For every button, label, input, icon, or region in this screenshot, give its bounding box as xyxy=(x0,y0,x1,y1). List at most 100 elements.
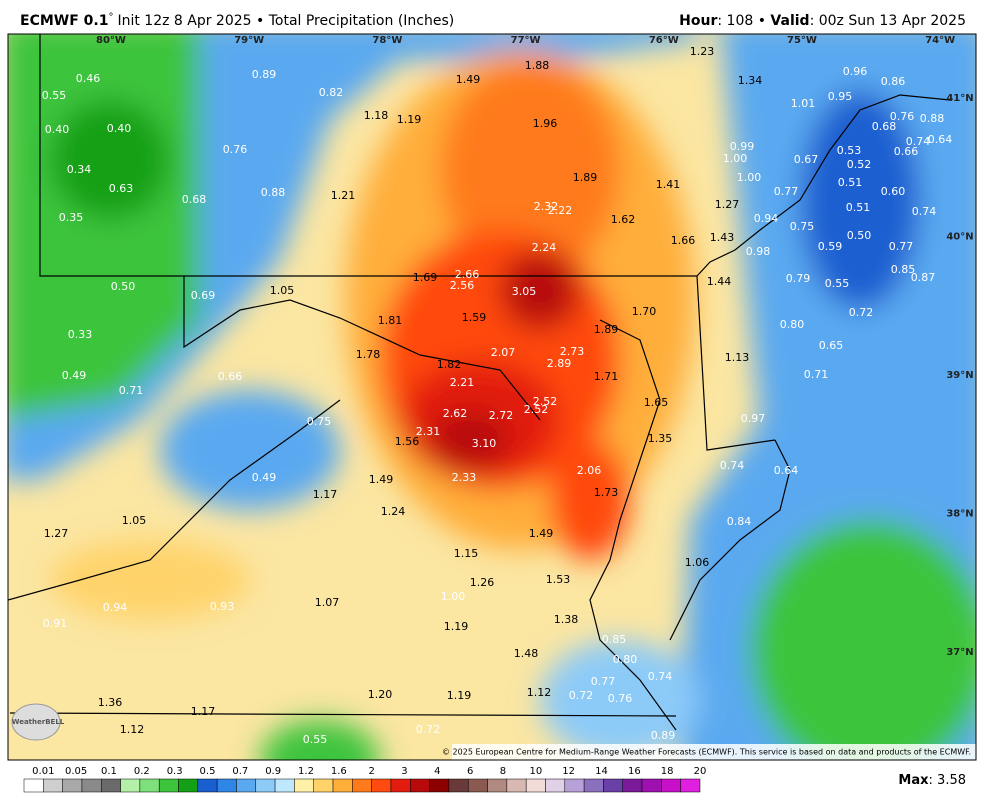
precip-value: 2.62 xyxy=(443,407,468,420)
precip-value: 1.38 xyxy=(554,613,579,626)
precip-value: 0.63 xyxy=(109,182,134,195)
longitude-label: 74°W xyxy=(925,35,955,46)
latitude-label: 37°N xyxy=(946,647,973,658)
legend-label: 0.01 xyxy=(32,766,54,777)
precip-value: 0.87 xyxy=(911,271,936,284)
legend-label: 0.3 xyxy=(167,766,183,777)
latitude-label: 41°N xyxy=(946,93,973,104)
precip-value: 1.17 xyxy=(313,488,338,501)
legend-label: 8 xyxy=(500,766,506,777)
precip-value: 0.40 xyxy=(45,123,70,136)
legend-swatch xyxy=(216,778,237,793)
precip-value: 2.73 xyxy=(560,345,585,358)
precip-value: 0.67 xyxy=(794,153,819,166)
precip-value: 1.00 xyxy=(723,152,748,165)
legend-label: 1.6 xyxy=(331,766,347,777)
latitude-label: 38°N xyxy=(946,509,973,520)
precip-value: 0.82 xyxy=(319,86,344,99)
legend-swatch xyxy=(583,778,604,793)
precip-value: 0.52 xyxy=(847,158,872,171)
precip-value: 2.52 xyxy=(524,403,549,416)
init: Init 12z 8 Apr 2025 • Total Precipitatio… xyxy=(117,13,454,29)
precip-value: 0.50 xyxy=(111,280,136,293)
precip-value: 1.35 xyxy=(648,432,673,445)
legend-swatch xyxy=(274,778,295,793)
precip-value: 0.64 xyxy=(928,133,953,146)
legend-swatch xyxy=(622,778,643,793)
precip-value: 0.77 xyxy=(889,240,914,253)
legend-swatch xyxy=(352,778,372,793)
legend-swatch xyxy=(178,778,199,793)
precip-value: 0.71 xyxy=(119,384,144,397)
legend-swatch xyxy=(294,778,314,793)
precip-value: 3.10 xyxy=(472,437,497,450)
precip-value: 1.59 xyxy=(462,311,487,324)
precip-value: 0.93 xyxy=(210,600,235,613)
precip-value: 1.19 xyxy=(447,689,472,702)
longitude-label: 79°W xyxy=(234,35,264,46)
precip-value: 0.72 xyxy=(416,723,441,736)
precip-value: 1.96 xyxy=(533,117,558,130)
precip-value: 2.56 xyxy=(450,279,475,292)
longitude-label: 76°W xyxy=(649,35,679,46)
precip-value: 0.85 xyxy=(891,263,916,276)
precip-value: 1.49 xyxy=(369,473,394,486)
precip-value: 1.05 xyxy=(270,284,295,297)
geo-labels: 80°W 79°W 78°W 77°W 76°W 75°W 74°W 41°N 40°N 39°N… xyxy=(96,35,974,658)
precip-value: 0.72 xyxy=(569,689,594,702)
precip-value: 2.06 xyxy=(577,464,602,477)
precip-value: 0.89 xyxy=(651,729,676,742)
precip-value: 0.65 xyxy=(819,339,844,352)
precip-value: 1.21 xyxy=(331,189,356,202)
precip-value: 1.27 xyxy=(44,527,69,540)
legend-swatch xyxy=(23,778,44,793)
legend-label: 14 xyxy=(595,766,608,777)
precip-value: 1.65 xyxy=(644,396,669,409)
precip-value: 2.89 xyxy=(547,357,572,370)
precip-value: 2.33 xyxy=(452,471,477,484)
longitude-label: 77°W xyxy=(511,35,541,46)
legend-swatch xyxy=(101,778,121,793)
legend-swatch xyxy=(448,778,469,793)
precip-value: 2.72 xyxy=(489,409,514,422)
legend-swatch xyxy=(641,778,662,793)
valid-label: Valid xyxy=(770,13,809,29)
precip-value: 1.56 xyxy=(395,435,420,448)
legend-swatch xyxy=(236,778,257,793)
precip-value: 0.49 xyxy=(252,471,277,484)
max-label: Max xyxy=(898,773,929,788)
precip-value: 1.49 xyxy=(529,527,554,540)
precip-value: 0.51 xyxy=(846,201,871,214)
precip-value: 1.49 xyxy=(456,73,481,86)
precip-field xyxy=(8,34,976,760)
precip-value: 0.88 xyxy=(261,186,286,199)
precip-value: 0.46 xyxy=(76,72,101,85)
legend-label: 0.05 xyxy=(65,766,87,777)
precip-value: 0.77 xyxy=(591,675,616,688)
precip-value: 1.12 xyxy=(527,686,552,699)
precip-value: 1.62 xyxy=(611,213,636,226)
precip-value: 0.64 xyxy=(774,464,799,477)
precip-value: 0.89 xyxy=(252,68,277,81)
precip-value: 0.35 xyxy=(59,211,84,224)
logo-badge xyxy=(11,703,61,741)
precip-value: 0.66 xyxy=(894,145,919,158)
legend-swatch xyxy=(390,778,411,793)
precip-value: 1.23 xyxy=(690,45,715,58)
legend-label: 12 xyxy=(562,766,575,777)
precip-value: 1.20 xyxy=(368,688,393,701)
precip-value: 1.06 xyxy=(685,556,710,569)
precip-value: 0.88 xyxy=(920,112,945,125)
precip-value: 0.77 xyxy=(774,185,799,198)
precip-value: 1.44 xyxy=(707,275,732,288)
precip-value: 0.74 xyxy=(648,670,673,683)
legend-label: 16 xyxy=(628,766,641,777)
legend-swatch xyxy=(410,778,430,793)
precip-value: 1.26 xyxy=(470,576,495,589)
legend-label: 0.9 xyxy=(265,766,281,777)
precip-value: 1.27 xyxy=(715,198,740,211)
legend-label: 0.5 xyxy=(200,766,216,777)
precip-value: 0.76 xyxy=(890,110,915,123)
degree: ° xyxy=(108,12,113,23)
